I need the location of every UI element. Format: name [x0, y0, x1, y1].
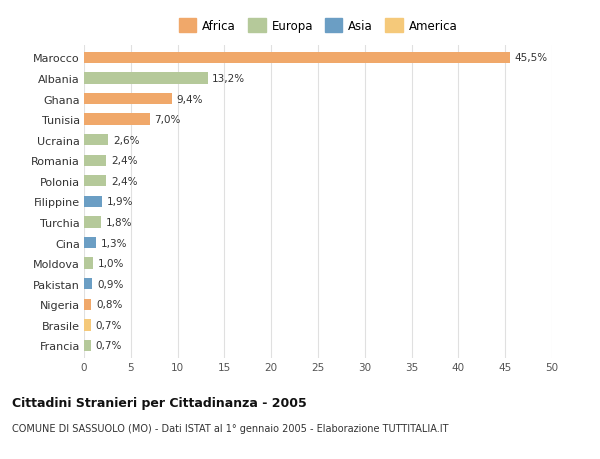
Text: 2,6%: 2,6%	[113, 135, 140, 146]
Bar	[84, 73, 208, 84]
Bar	[84, 196, 102, 207]
Text: 0,8%: 0,8%	[96, 300, 122, 310]
Text: 1,0%: 1,0%	[98, 258, 124, 269]
Text: 7,0%: 7,0%	[154, 115, 181, 125]
Text: Cittadini Stranieri per Cittadinanza - 2005: Cittadini Stranieri per Cittadinanza - 2…	[12, 396, 307, 409]
Bar	[84, 176, 106, 187]
Text: 0,7%: 0,7%	[95, 320, 122, 330]
Text: 2,4%: 2,4%	[111, 176, 137, 186]
Bar	[84, 53, 510, 64]
Bar	[84, 237, 96, 249]
Text: 0,7%: 0,7%	[95, 341, 122, 351]
Text: COMUNE DI SASSUOLO (MO) - Dati ISTAT al 1° gennaio 2005 - Elaborazione TUTTITALI: COMUNE DI SASSUOLO (MO) - Dati ISTAT al …	[12, 424, 449, 433]
Text: 1,9%: 1,9%	[106, 197, 133, 207]
Bar	[84, 299, 91, 310]
Text: 45,5%: 45,5%	[515, 53, 548, 63]
Bar	[84, 134, 109, 146]
Text: 2,4%: 2,4%	[111, 156, 137, 166]
Bar	[84, 279, 92, 290]
Bar	[84, 340, 91, 351]
Bar	[84, 155, 106, 167]
Text: 13,2%: 13,2%	[212, 74, 245, 84]
Text: 0,9%: 0,9%	[97, 279, 124, 289]
Bar	[84, 94, 172, 105]
Bar	[84, 114, 149, 125]
Bar	[84, 319, 91, 331]
Text: 1,3%: 1,3%	[101, 238, 127, 248]
Bar	[84, 217, 101, 228]
Bar	[84, 258, 94, 269]
Legend: Africa, Europa, Asia, America: Africa, Europa, Asia, America	[175, 16, 461, 37]
Text: 9,4%: 9,4%	[176, 94, 203, 104]
Text: 1,8%: 1,8%	[106, 218, 132, 228]
